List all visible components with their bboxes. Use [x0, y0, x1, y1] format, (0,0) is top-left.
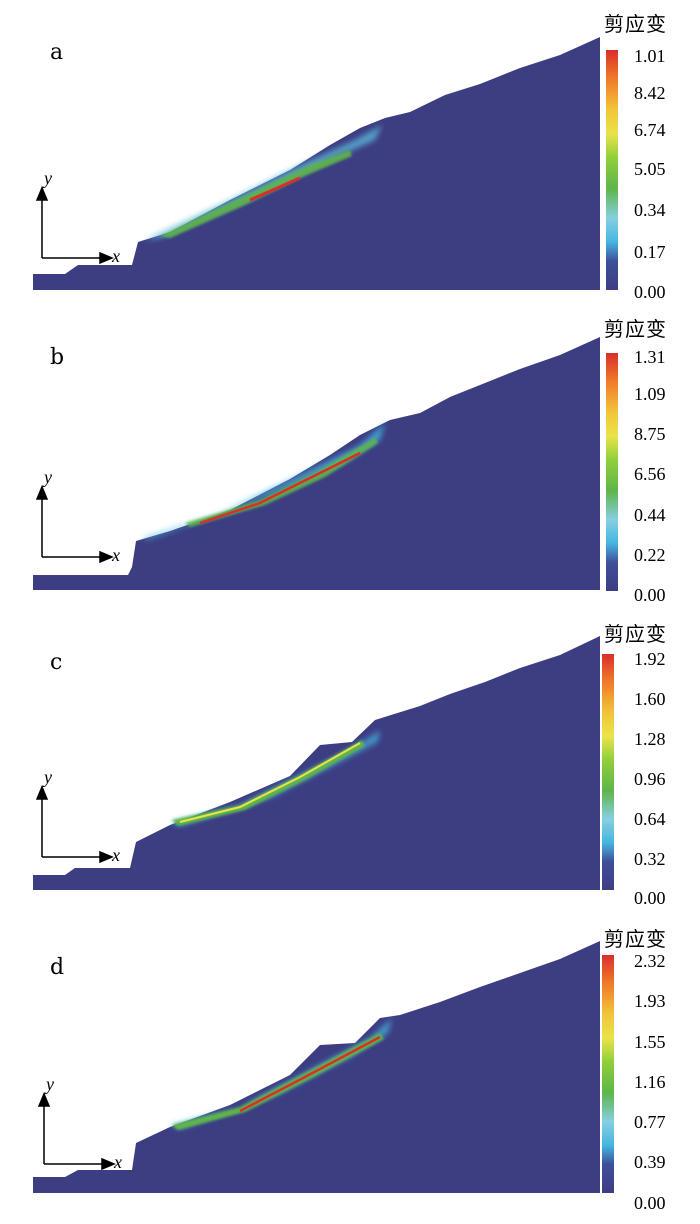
panel-label: b: [50, 345, 65, 370]
colorbar-tick: 2.32: [634, 951, 666, 971]
colorbar-tick: 0.32: [634, 849, 666, 869]
shear-band-mid: [185, 438, 378, 527]
colorbar-tick: 0.39: [634, 1152, 666, 1172]
y-axis-label: y: [44, 467, 52, 487]
shear-band-mid: [160, 150, 352, 238]
colorbar-tick: 1.55: [634, 1032, 666, 1052]
slope-figure-a: [33, 37, 618, 290]
x-axis-label: x: [112, 545, 120, 565]
shear-band-mid: [172, 740, 365, 826]
colorbar: [602, 955, 614, 1193]
colorbar-tick: 1.60: [634, 689, 666, 709]
panel-b: b y x 剪应变 1.31 1.09 8.75 6.56 0.44 0.22 …: [0, 305, 700, 605]
panel-a: a y x 剪应变 1.01 8.42 6.74 5.05 0.34 0.17 …: [0, 0, 700, 302]
axis-arrows: [37, 1092, 116, 1171]
colorbar-tick: 0.00: [634, 1193, 666, 1213]
panel-d: d y x 剪应变 2.32 1.93 1.55 1.16 0.77 0.39 …: [0, 915, 700, 1215]
colorbar-tick: 0.22: [634, 545, 666, 565]
panel-label: d: [50, 955, 65, 980]
panel-label: a: [50, 40, 64, 65]
colorbar-tick: 8.42: [634, 83, 666, 103]
slope-body: [33, 636, 600, 890]
slope-figure-b: [33, 337, 618, 591]
slope-body: [33, 337, 600, 590]
slope-figure-c: [33, 636, 614, 890]
colorbar-tick: 1.16: [634, 1072, 666, 1092]
x-axis-label: x: [114, 1152, 122, 1172]
x-axis-label: x: [112, 845, 120, 865]
colorbar-tick: 1.09: [634, 384, 666, 404]
shear-band-mid: [172, 1033, 384, 1130]
colorbar-tick: 0.64: [634, 809, 666, 829]
x-axis-label: x: [112, 246, 120, 266]
colorbar-title: 剪应变: [604, 927, 667, 951]
colorbar-title: 剪应变: [604, 622, 667, 646]
colorbar-tick: 8.75: [634, 424, 666, 444]
colorbar-tick: 5.05: [634, 159, 666, 179]
colorbar: [606, 50, 618, 290]
y-axis-label: y: [44, 168, 52, 188]
slope-figure-d: [33, 941, 614, 1193]
panel-label: c: [50, 650, 63, 675]
y-axis-label: y: [46, 1074, 54, 1094]
colorbar-tick: 1.31: [634, 347, 666, 367]
shear-band-core: [199, 451, 361, 525]
colorbar-title: 剪应变: [604, 12, 667, 36]
colorbar-tick: 1.01: [634, 46, 666, 66]
axis-arrows: [35, 485, 114, 564]
colorbar-tick: 0.34: [634, 200, 666, 220]
colorbar-tick: 6.56: [634, 464, 666, 484]
colorbar-tick: 0.00: [634, 888, 666, 908]
colorbar-tick: 0.00: [634, 282, 666, 302]
colorbar-tick: 0.77: [634, 1112, 666, 1132]
colorbar-tick: 6.74: [634, 120, 666, 140]
colorbar-tick: 1.93: [634, 991, 666, 1011]
colorbar-tick: 0.17: [634, 242, 666, 262]
colorbar-tick: 0.44: [634, 505, 666, 525]
shear-band-core: [179, 742, 361, 823]
panel-c: c y x 剪应变 1.92 1.60 1.28 0.96 0.64 0.32 …: [0, 610, 700, 910]
y-axis-label: y: [44, 767, 52, 787]
axis-arrows: [35, 186, 114, 265]
colorbar: [602, 654, 614, 890]
axis-arrows: [35, 785, 114, 864]
colorbar-title: 剪应变: [604, 317, 667, 341]
colorbar-tick: 0.96: [634, 769, 666, 789]
colorbar-tick: 0.00: [634, 585, 666, 605]
shear-band-core: [239, 1035, 381, 1113]
colorbar-tick: 1.28: [634, 729, 666, 749]
shear-band-core: [249, 176, 301, 202]
colorbar: [606, 353, 618, 591]
colorbar-tick: 1.92: [634, 649, 666, 669]
